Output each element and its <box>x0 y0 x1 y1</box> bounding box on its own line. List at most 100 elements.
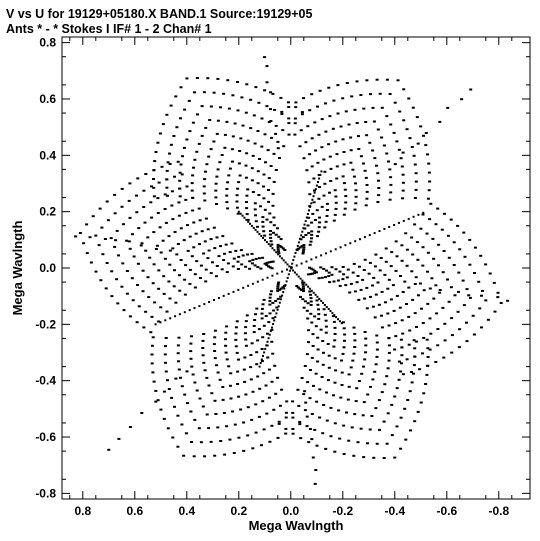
uv-point <box>179 163 183 166</box>
uv-point <box>88 236 92 239</box>
uv-point <box>401 332 405 335</box>
uv-point <box>305 169 309 172</box>
uv-point <box>203 455 206 458</box>
uv-point <box>154 400 158 403</box>
uv-point <box>225 194 229 197</box>
uv-point <box>238 150 242 152</box>
uv-point <box>150 315 154 318</box>
uv-point <box>309 293 312 296</box>
uv-point <box>153 301 157 304</box>
uv-point <box>193 158 197 161</box>
uv-point <box>360 372 364 375</box>
uv-point <box>412 154 416 157</box>
uv-point <box>212 140 216 143</box>
uv-point <box>347 123 351 126</box>
uv-point <box>311 272 314 275</box>
uv-point <box>270 380 274 383</box>
uv-point <box>351 271 355 274</box>
uv-point <box>378 230 381 232</box>
uv-point <box>268 312 272 315</box>
uv-point <box>329 406 333 409</box>
uv-point <box>150 185 153 188</box>
uv-point <box>128 216 132 219</box>
uv-point <box>287 106 291 108</box>
uv-point <box>85 252 89 255</box>
uv-point <box>197 207 201 210</box>
uv-point <box>395 140 399 143</box>
y-tick-label: 0.8 <box>39 36 56 50</box>
uv-point <box>362 107 366 110</box>
uv-point <box>279 298 282 301</box>
uv-point <box>307 341 310 344</box>
uv-point <box>135 211 139 214</box>
uv-point <box>202 192 206 195</box>
uv-point <box>174 377 178 380</box>
uv-point <box>346 398 350 401</box>
uv-point <box>330 273 334 276</box>
uv-point <box>349 161 353 164</box>
uv-point <box>321 340 325 342</box>
uv-point <box>301 252 305 255</box>
uv-point <box>397 378 401 381</box>
uv-point <box>271 352 275 355</box>
uv-point <box>263 133 267 136</box>
uv-point <box>152 169 156 172</box>
uv-point <box>352 454 356 457</box>
uv-point <box>311 333 315 336</box>
uv-point <box>365 286 369 289</box>
uv-point <box>340 359 343 362</box>
uv-point <box>230 148 234 151</box>
uv-point <box>325 252 327 255</box>
uv-point <box>253 202 257 205</box>
uv-point <box>355 387 359 390</box>
uv-point <box>225 325 229 328</box>
uv-point <box>159 408 163 411</box>
uv-point <box>317 317 321 320</box>
uv-point <box>401 197 405 200</box>
uv-point <box>305 283 308 286</box>
uv-point <box>281 247 285 250</box>
uv-point <box>245 194 249 197</box>
uv-point <box>308 428 312 430</box>
uv-point <box>400 165 404 168</box>
uv-point <box>416 258 420 261</box>
x-tick-label: -0.2 <box>332 504 353 518</box>
uv-point <box>163 208 167 210</box>
uv-point <box>334 207 338 210</box>
uv-point <box>329 180 333 182</box>
uv-point <box>169 317 172 320</box>
uv-point <box>229 397 233 400</box>
uv-point <box>273 249 276 252</box>
uv-point <box>317 226 321 229</box>
uv-point <box>191 196 195 199</box>
uv-point <box>249 127 253 130</box>
uv-point <box>256 225 259 228</box>
uv-point <box>312 384 315 387</box>
uv-point <box>338 284 342 287</box>
uv-point <box>213 299 215 301</box>
uv-point <box>394 269 398 272</box>
uv-point <box>325 269 328 272</box>
uv-point <box>480 294 483 297</box>
uv-point <box>191 121 195 124</box>
uv-point <box>169 143 173 146</box>
uv-point <box>347 385 351 388</box>
uv-point <box>232 257 236 260</box>
uv-point <box>190 365 194 368</box>
uv-point <box>174 301 178 304</box>
uv-point <box>272 309 276 312</box>
uv-point <box>389 191 393 194</box>
uv-point <box>101 253 105 256</box>
uv-point <box>142 189 146 192</box>
uv-point <box>303 390 307 393</box>
uv-point <box>399 275 402 277</box>
uv-point <box>154 248 158 250</box>
uv-point <box>419 401 423 404</box>
uv-point <box>300 113 304 116</box>
uv-point <box>183 108 187 111</box>
uv-point <box>395 255 399 258</box>
uv-point <box>190 335 193 338</box>
uv-point <box>442 356 446 359</box>
uv-point <box>271 301 275 304</box>
